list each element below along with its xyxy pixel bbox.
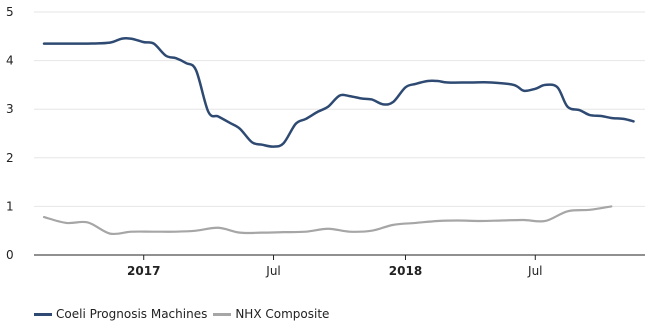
legend-swatch-nhx <box>213 312 232 316</box>
y-tick-label-5: 5 <box>6 5 14 19</box>
chart-legend: Coeli Prognosis Machines NHX Composite <box>34 307 335 321</box>
legend-swatch-coeli <box>34 312 52 316</box>
series-line-coeli <box>42 37 635 148</box>
x-tick-label-2: 2018 <box>389 264 422 278</box>
y-tick-label-2: 2 <box>6 151 14 165</box>
legend-label-coeli: Coeli Prognosis Machines <box>56 307 208 321</box>
series-line-nhx <box>42 205 613 236</box>
x-tick-label-0: 2017 <box>127 264 160 278</box>
y-tick-label-0: 0 <box>6 248 14 262</box>
legend-item-coeli[interactable]: Coeli Prognosis Machines <box>34 307 207 321</box>
y-tick-label-4: 4 <box>6 54 14 68</box>
y-tick-label-1: 1 <box>6 199 14 213</box>
x-tick-label-1: Jul <box>265 264 280 278</box>
line-chart: 0 1 2 3 4 5 2017 Jul 2018 Jul <box>6 5 645 278</box>
legend-item-nhx[interactable]: NHX Composite <box>213 307 329 321</box>
y-tick-label-3: 3 <box>6 102 14 116</box>
x-tick-label-3: Jul <box>527 264 542 278</box>
legend-label-nhx: NHX Composite <box>235 307 330 321</box>
